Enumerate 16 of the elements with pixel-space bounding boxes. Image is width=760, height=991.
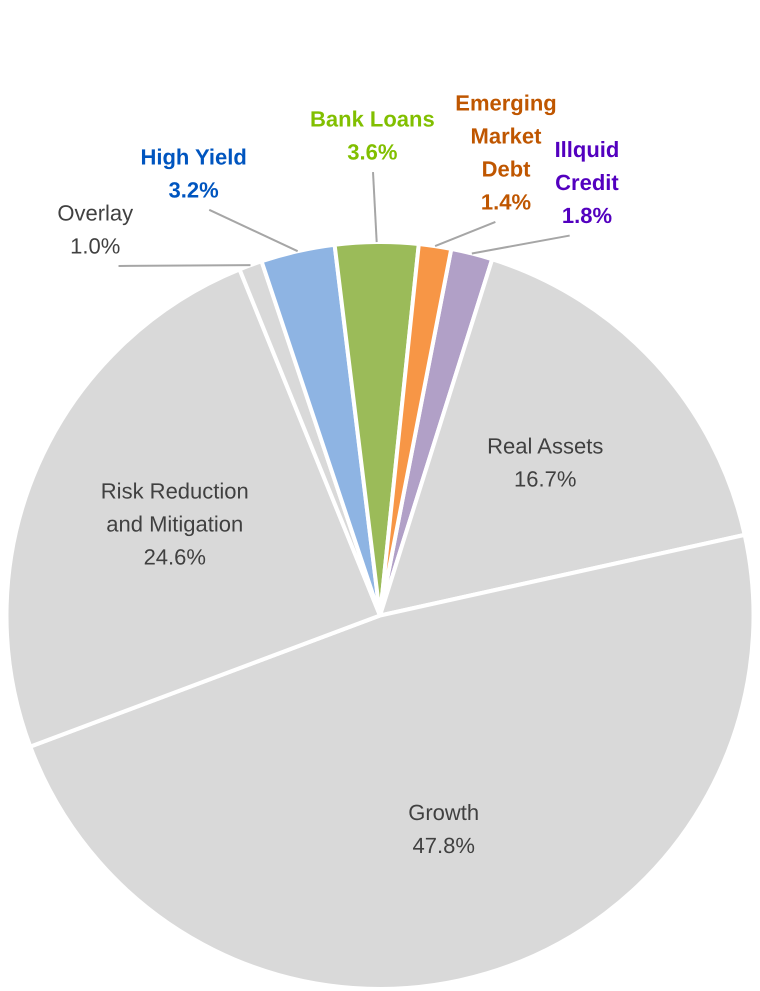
data-label: 1.0%	[70, 234, 120, 259]
slice-label: Real Assets	[487, 434, 604, 459]
data-label: 47.8%	[412, 832, 475, 858]
data-label: 16.7%	[514, 466, 576, 492]
slice-label: High Yield	[140, 144, 247, 170]
slice-label: Bank Loans	[310, 106, 435, 132]
slice-label: Overlay	[57, 200, 134, 226]
slice-label: Growth	[408, 800, 480, 825]
slice-label: Emerging Market Debt	[455, 90, 557, 182]
data-label: 3.2%	[168, 177, 219, 202]
data-label: 1.8%	[562, 203, 612, 228]
slice-label: Risk Reduction and Mitigation	[100, 478, 249, 537]
data-label: 24.6%	[144, 544, 206, 570]
slice-label: Illquid Credit	[554, 137, 620, 196]
data-label: 1.4%	[480, 189, 532, 214]
data-label: 3.6%	[347, 140, 398, 165]
